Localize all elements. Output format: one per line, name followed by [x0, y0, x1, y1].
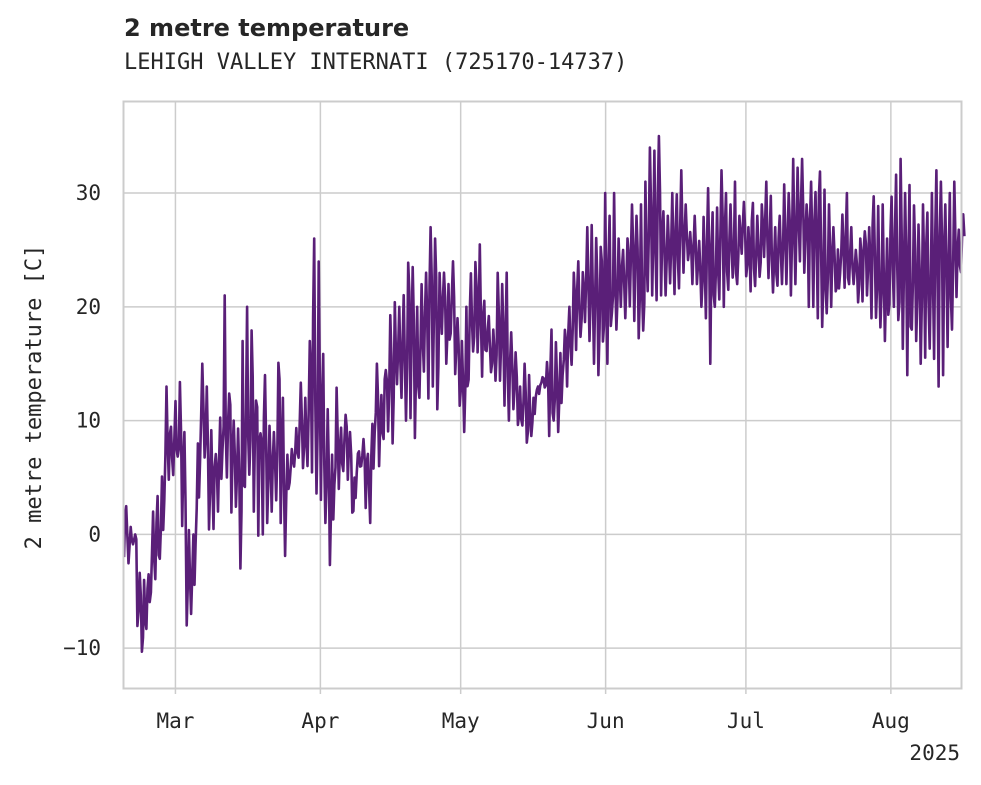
- x-tick-label: May: [442, 709, 480, 733]
- x-axis-year-label: 2025: [909, 741, 960, 765]
- y-axis: −10 0 10 20 30: [63, 181, 101, 660]
- y-axis-label: 2 metre temperature [C]: [22, 245, 47, 550]
- y-tick-label: 0: [88, 522, 101, 546]
- chart-subtitle: LEHIGH VALLEY INTERNATI (725170-14737): [124, 50, 628, 75]
- y-tick-label: −10: [63, 636, 101, 660]
- x-tick-label: Aug: [872, 709, 910, 733]
- x-axis: Mar Apr May Jun Jul Aug: [156, 688, 910, 733]
- chart-title: 2 metre temperature: [124, 14, 410, 42]
- x-tick-label: Mar: [156, 709, 194, 733]
- grid-lines: [124, 102, 961, 688]
- x-tick-label: Apr: [301, 709, 339, 733]
- x-tick-label: Jul: [727, 709, 765, 733]
- y-tick-label: 30: [76, 181, 101, 205]
- plot-frame: [122, 100, 963, 690]
- y-tick-label: 20: [76, 295, 101, 319]
- x-tick-label: Jun: [587, 709, 625, 733]
- series-line-temperature: [122, 134, 966, 653]
- y-tick-label: 10: [76, 409, 101, 433]
